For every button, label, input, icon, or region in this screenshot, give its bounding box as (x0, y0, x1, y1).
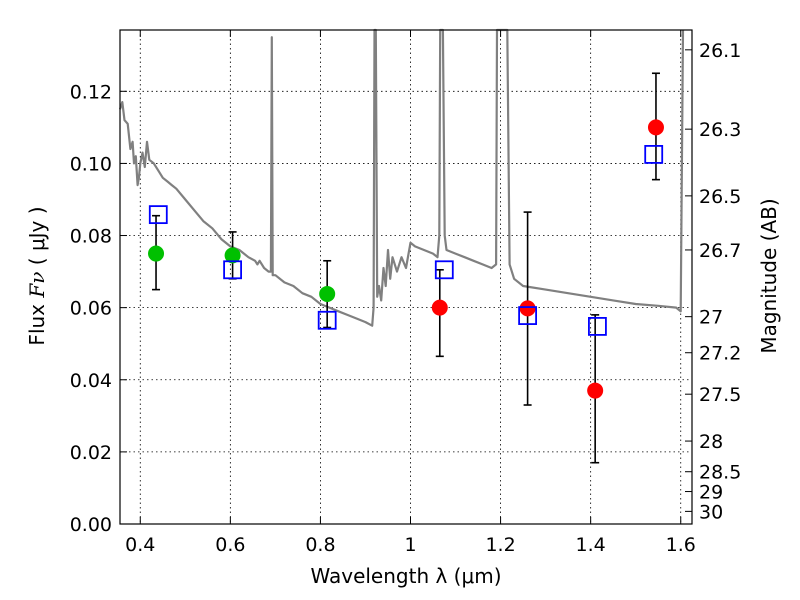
grid (120, 30, 692, 525)
data-point-square (148, 205, 168, 225)
right-tick-label: 27.5 (699, 384, 741, 406)
y-tick-label: 0.02 (70, 442, 112, 464)
y-tick-label: 0.12 (70, 81, 112, 103)
data-point-circle (431, 299, 448, 316)
y-tick-label: 0.04 (70, 370, 112, 392)
y-tick-label: 0.10 (70, 153, 112, 175)
right-tick-label: 27.2 (699, 343, 741, 365)
y-axis-label-text: Flux (25, 298, 49, 346)
y-axis-label: Flux Fν ( μJy ) (25, 206, 49, 345)
right-tick-label: 26.7 (699, 240, 741, 262)
x-tick-label: 1.4 (576, 534, 606, 556)
y-tick-label: 0.08 (70, 226, 112, 248)
y-axis-label-unit: ( μJy ) (25, 206, 49, 271)
data-point-circle (587, 382, 604, 399)
model-spectrum (118, 28, 685, 327)
x-tick-label: 0.8 (305, 534, 335, 556)
right-tick-label: 26.5 (699, 186, 741, 208)
right-tick-label: 30 (699, 501, 723, 523)
data-point-circle (148, 245, 165, 262)
right-tick-label: 28.5 (699, 462, 741, 484)
x-tick-label: 0.6 (215, 534, 245, 556)
plot-frame (119, 29, 693, 525)
x-axis-label: Wavelength λ (μm) (310, 564, 501, 588)
data-point-square (434, 260, 454, 280)
data-point-circle (319, 285, 336, 302)
right-tick-label: 27 (699, 307, 723, 329)
data-point-circle (519, 300, 536, 317)
data-point-square (588, 316, 607, 336)
right-tick-label: 26.3 (699, 119, 741, 141)
data-point-square (518, 306, 538, 325)
data-markers (148, 119, 664, 399)
x-tick-label: 1 (404, 534, 416, 556)
data-point-square (223, 260, 242, 280)
x-tick-label: 0.4 (125, 534, 155, 556)
x-tick-label: 1.6 (666, 534, 696, 556)
x-tick-label: 1.2 (485, 534, 515, 556)
right-tick-label: 26.1 (699, 40, 741, 62)
right-tick-label: 28 (699, 431, 723, 453)
right-axis-label: Magnitude (AB) (757, 198, 781, 353)
data-point-square (317, 310, 337, 330)
y-tick-label: 0.00 (70, 514, 112, 536)
spectrum-line (118, 28, 685, 327)
data-point-circle (224, 247, 241, 264)
y-axis-label-math: Fν (25, 272, 49, 299)
data-point-circle (647, 119, 664, 136)
ticks: 0.4 0.6 0.8 1 1.2 1.4 1.6 0.00 0.02 0.04 0.06 0.08 0… (70, 30, 741, 556)
y-tick-label: 0.06 (70, 298, 112, 320)
right-tick-label: 29 (699, 482, 723, 504)
data-point-square (644, 145, 664, 164)
